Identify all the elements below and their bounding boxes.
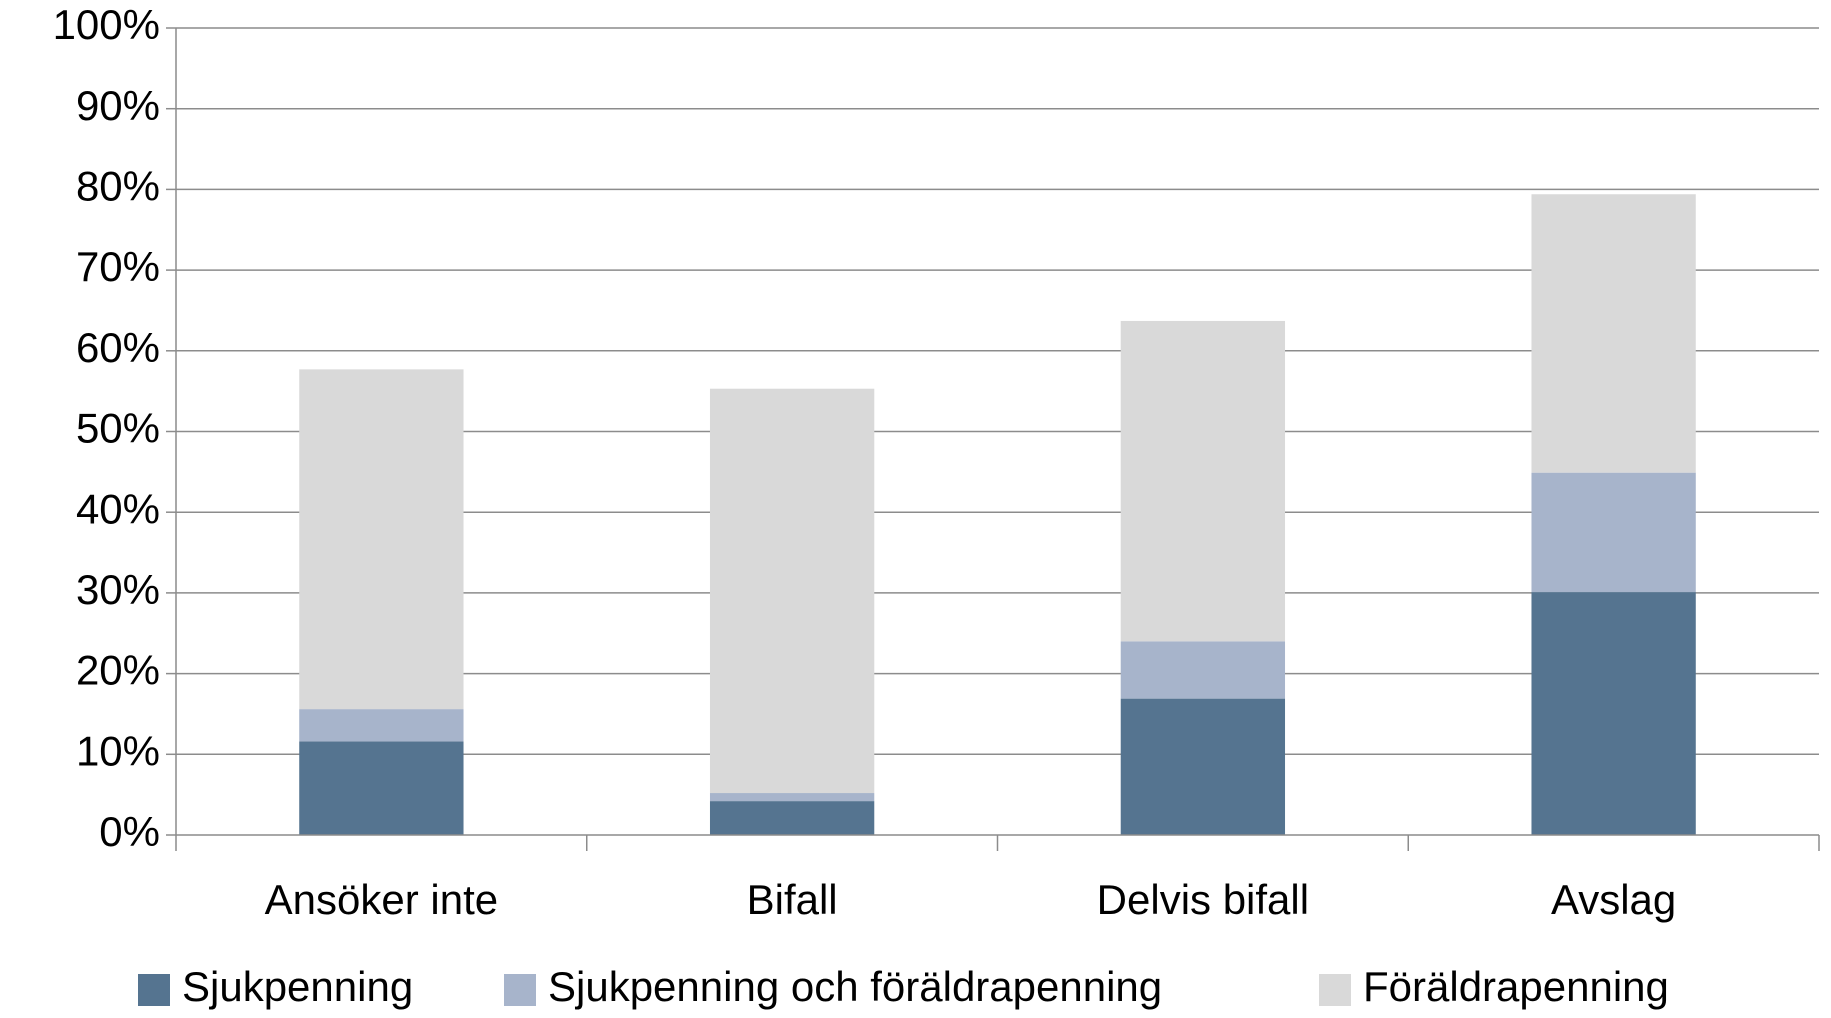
y-tick-label: 70% [76,243,160,290]
x-tick-label: Bifall [747,876,838,923]
bar-segment [1531,194,1696,473]
bar-segment [1531,592,1696,835]
y-tick-label: 60% [76,324,160,371]
x-tick-label: Ansöker inte [265,876,498,923]
legend-label: Föräldrapenning [1363,963,1669,1010]
y-tick-label: 10% [76,727,160,774]
bar-segment [299,741,464,835]
legend-swatch [504,974,536,1006]
legend-swatch [138,974,170,1006]
y-tick-label: 100% [53,1,160,48]
bar-segment [299,709,464,742]
y-tick-label: 80% [76,162,160,209]
y-tick-label: 30% [76,566,160,613]
bar-segment [1120,320,1286,642]
legend-label: Sjukpenning och föräldrapenning [548,963,1162,1010]
y-tick-label: 50% [76,405,160,452]
legend-label: Sjukpenning [182,963,413,1010]
x-tick-label: Avslag [1551,876,1676,923]
y-tick-label: 20% [76,647,160,694]
y-tick-label: 40% [76,485,160,532]
bar-segment [1120,698,1286,835]
bar-segment [709,793,875,802]
x-tick-label: Delvis bifall [1097,876,1309,923]
y-tick-label: 90% [76,82,160,129]
bar-segment [709,801,875,835]
bar-segment [709,388,875,794]
legend-swatch [1319,974,1351,1006]
bar-segment [1531,472,1696,593]
bar-segment [299,369,464,710]
bar-segment [1120,641,1286,699]
y-tick-label: 0% [99,808,160,855]
